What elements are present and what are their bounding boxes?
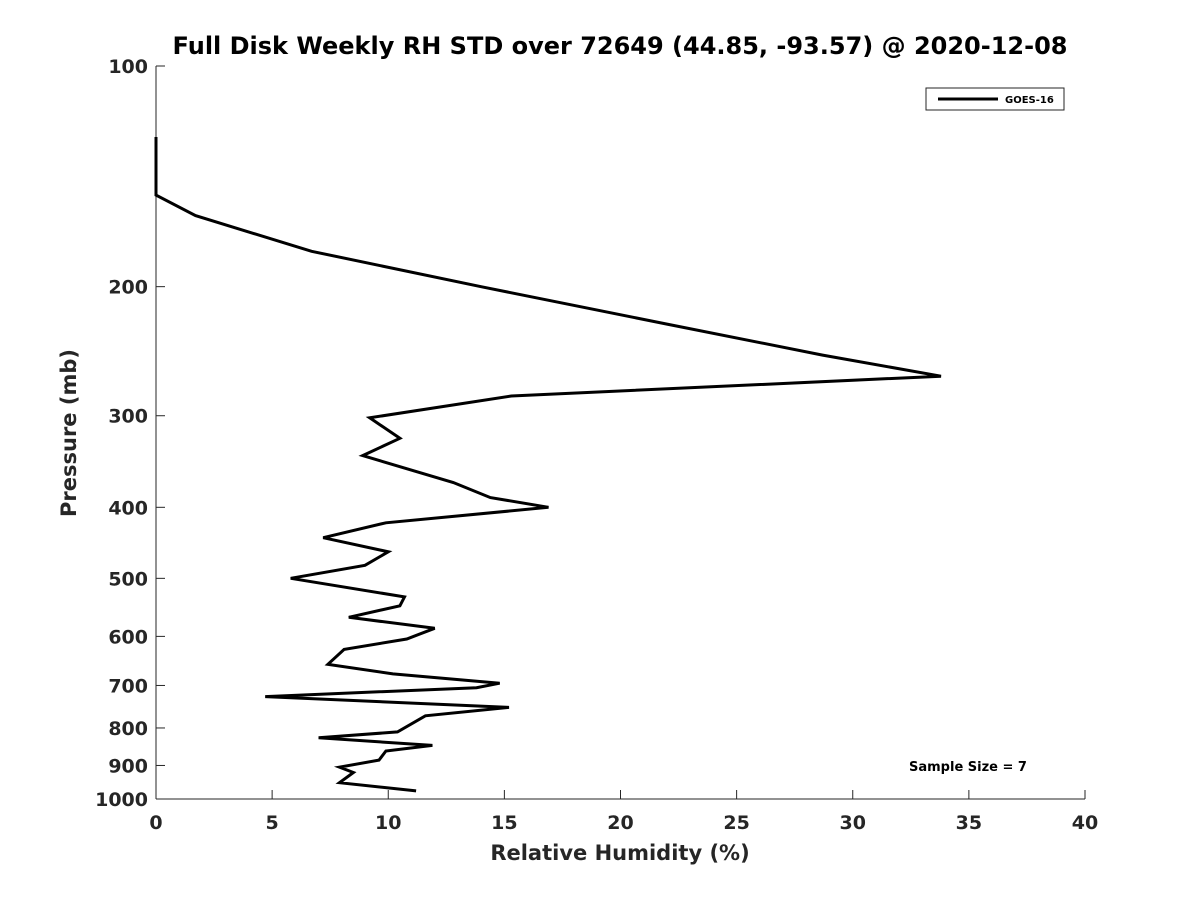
y-tick-label: 400 bbox=[108, 497, 148, 519]
x-tick-label: 35 bbox=[956, 812, 982, 834]
series-line-goes-16 bbox=[154, 137, 942, 793]
x-tick-label: 5 bbox=[266, 812, 279, 834]
legend-entry-goes16: GOES-16 bbox=[1005, 95, 1054, 106]
y-tick-label: 1000 bbox=[95, 789, 148, 811]
chart-title: Full Disk Weekly RH STD over 72649 (44.8… bbox=[173, 32, 1068, 60]
y-tick-label: 200 bbox=[108, 277, 148, 299]
legend: GOES-16 bbox=[925, 87, 1065, 111]
x-tick-label: 25 bbox=[723, 812, 749, 834]
y-tick-label: 900 bbox=[108, 755, 148, 777]
x-ticks: 0 5 10 15 20 25 30 35 40 bbox=[149, 790, 1098, 834]
x-tick-label: 0 bbox=[149, 812, 162, 834]
y-ticks: 100 200 300 400 500 600 700 800 900 1000 bbox=[95, 56, 165, 811]
x-tick-label: 10 bbox=[375, 812, 401, 834]
y-tick-label: 300 bbox=[108, 406, 148, 428]
y-tick-label: 700 bbox=[108, 675, 148, 697]
y-tick-label: 500 bbox=[108, 568, 148, 590]
x-tick-label: 20 bbox=[607, 812, 633, 834]
x-tick-label: 15 bbox=[491, 812, 517, 834]
sample-size-annotation: Sample Size = 7 bbox=[909, 760, 1027, 775]
y-tick-label: 100 bbox=[108, 56, 148, 78]
y-tick-label: 600 bbox=[108, 626, 148, 648]
x-tick-label: 30 bbox=[840, 812, 866, 834]
y-axis-label: Pressure (mb) bbox=[57, 349, 81, 517]
y-tick-label: 800 bbox=[108, 718, 148, 740]
x-tick-label: 40 bbox=[1072, 812, 1098, 834]
x-axis-label: Relative Humidity (%) bbox=[490, 841, 749, 865]
series-lines bbox=[154, 137, 942, 793]
